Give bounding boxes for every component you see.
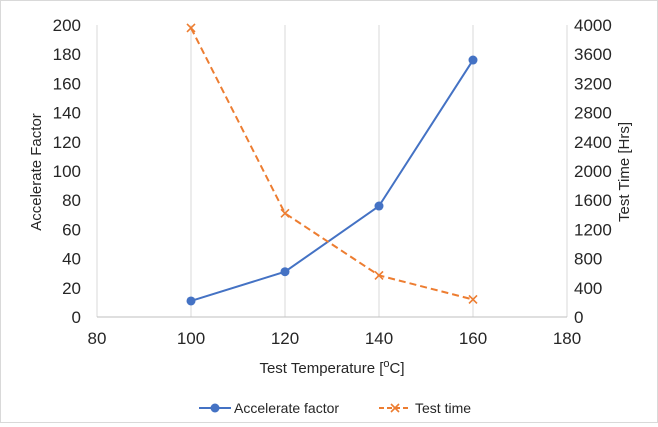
series-line-test-time (190, 27, 474, 301)
y-tick-label: 40 (62, 250, 81, 269)
y2-tick-label: 3600 (574, 45, 612, 64)
y2-axis-title: Test Time [Hrs] (616, 122, 633, 222)
y2-tick-label: 400 (574, 279, 602, 298)
series-line-accelerate-factor (190, 59, 474, 302)
data-point-test-time (186, 23, 196, 33)
x-axis-title-superscript: o (383, 358, 389, 370)
x-axis-title-part1: Test Temperature [ (259, 360, 384, 377)
x-axis-title: Test Temperature [oC] (259, 358, 404, 377)
x-tick-label: 120 (271, 329, 299, 348)
x-tick-label: 160 (459, 329, 487, 348)
y2-tick-label: 800 (574, 250, 602, 269)
y-tick-label: 0 (72, 308, 81, 327)
legend-label-accelerate-factor: Accelerate factor (234, 400, 339, 416)
y2-tick-label: 4000 (574, 16, 612, 35)
y2-tick-label: 2800 (574, 104, 612, 123)
legend-marker-test-time (390, 403, 400, 413)
y-tick-label: 120 (53, 133, 81, 152)
y2-tick-label: 2400 (574, 133, 612, 152)
data-point-accelerate-factor (374, 201, 384, 211)
legend: Accelerate factor Test time (199, 400, 471, 416)
data-point-accelerate-factor (280, 267, 290, 277)
legend-marker-accelerate-factor (210, 403, 220, 413)
x-tick-label: 80 (88, 329, 107, 348)
x-axis-title-part2: C] (390, 360, 405, 377)
legend-item-accelerate-factor: Accelerate factor (199, 400, 339, 416)
y2-tick-label: 1200 (574, 220, 612, 239)
x-tick-label: 100 (177, 329, 205, 348)
x-tick-label: 180 (553, 329, 581, 348)
y-tick-label: 140 (53, 104, 81, 123)
x-tick-label: 140 (365, 329, 393, 348)
y-tick-label: 180 (53, 45, 81, 64)
y2-tick-label: 3200 (574, 74, 612, 93)
y-tick-label: 160 (53, 74, 81, 93)
data-point-test-time (468, 294, 478, 305)
tick-labels: 80 100 120 140 160 180 0 20 40 60 80 100 120 140 160 18… (53, 16, 612, 348)
y-tick-label: 60 (62, 220, 81, 239)
grid (96, 25, 568, 317)
data-point-accelerate-factor (186, 296, 196, 306)
data-point-accelerate-factor (468, 55, 478, 65)
y-axis-title: Accelerate Factor (28, 113, 45, 231)
y-tick-label: 80 (62, 191, 81, 210)
data-point-test-time (374, 270, 384, 280)
data-point-test-time (280, 208, 290, 218)
y-tick-label: 200 (53, 16, 81, 35)
y2-tick-label: 2000 (574, 162, 612, 181)
legend-label-test-time: Test time (415, 400, 471, 416)
y-tick-label: 20 (62, 279, 81, 298)
legend-item-test-time: Test time (379, 400, 471, 416)
y-tick-label: 100 (53, 162, 81, 181)
series (186, 23, 478, 306)
y2-tick-label: 0 (574, 308, 583, 327)
y2-tick-label: 1600 (574, 191, 612, 210)
